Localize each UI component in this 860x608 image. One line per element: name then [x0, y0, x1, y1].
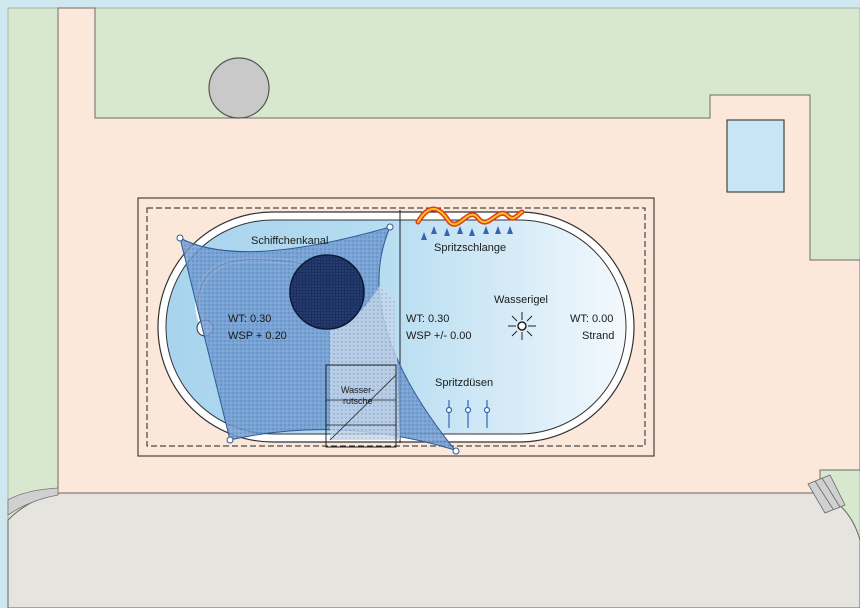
label-spritzschlange: Spritzschlange — [434, 242, 506, 254]
label-wt-left: WT: 0.30 — [228, 313, 271, 325]
label-wt-center: WT: 0.30 — [406, 313, 449, 325]
label-wsp-center: WSP +/- 0.00 — [406, 330, 472, 342]
label-wasserrutsche-2: rutsche — [343, 396, 373, 406]
wasserigel-icon — [508, 312, 536, 340]
label-wsp-left: WSP + 0.20 — [228, 330, 287, 342]
label-wasserigel: Wasserigel — [494, 294, 548, 306]
label-wt-right: WT: 0.00 — [570, 313, 613, 325]
label-schiffchenkanal: Schiffchenkanal — [251, 235, 328, 247]
label-spritzduesen: Spritzdüsen — [435, 377, 493, 389]
fountain-disc — [290, 255, 364, 329]
tree-icon — [209, 58, 269, 118]
label-wasserrutsche-1: Wasser- — [341, 385, 374, 395]
plaza-area — [8, 493, 860, 608]
small-pool — [727, 120, 784, 192]
label-strand: Strand — [582, 330, 614, 342]
